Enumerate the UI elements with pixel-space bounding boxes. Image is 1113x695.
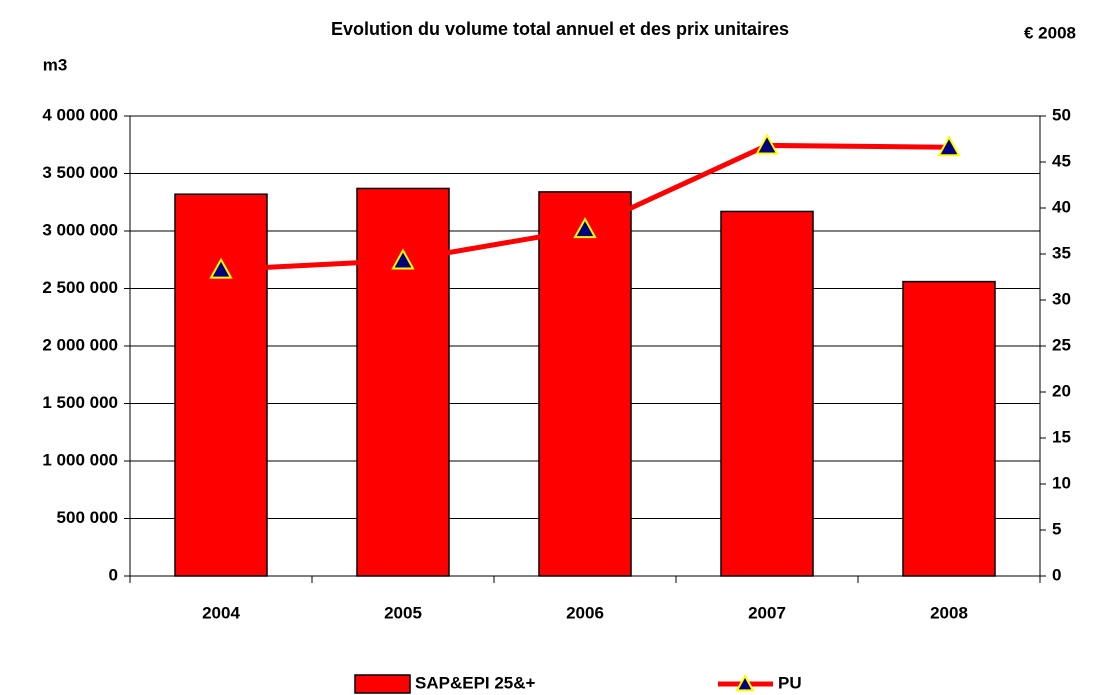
y-tick-label: 500 000 bbox=[57, 508, 118, 527]
y2-tick-label: 0 bbox=[1052, 565, 1061, 584]
marker bbox=[937, 135, 961, 157]
y-tick-label: 2 000 000 bbox=[42, 335, 118, 354]
y-axis-label: m3 bbox=[43, 55, 68, 74]
marker bbox=[209, 257, 233, 279]
legend-swatch bbox=[354, 674, 411, 694]
chart-title: Evolution du volume total annuel et des … bbox=[331, 19, 789, 39]
x-tick-label: 2004 bbox=[202, 603, 240, 622]
marker bbox=[755, 133, 779, 155]
y-tick-label: 1 500 000 bbox=[42, 393, 118, 412]
bar bbox=[538, 191, 632, 577]
y2-tick-label: 10 bbox=[1052, 473, 1071, 492]
x-tick-label: 2005 bbox=[384, 603, 422, 622]
bar bbox=[356, 187, 450, 577]
y2-tick-label: 50 bbox=[1052, 105, 1071, 124]
y-tick-label: 3 000 000 bbox=[42, 220, 118, 239]
y2-tick-label: 5 bbox=[1052, 519, 1061, 538]
marker bbox=[391, 248, 415, 270]
x-tick-label: 2006 bbox=[566, 603, 604, 622]
y-tick-label: 0 bbox=[109, 565, 118, 584]
y2-tick-label: 20 bbox=[1052, 381, 1071, 400]
y2-tick-label: 45 bbox=[1052, 151, 1071, 170]
marker bbox=[573, 217, 597, 239]
y2-tick-label: 40 bbox=[1052, 197, 1071, 216]
bar bbox=[174, 193, 268, 577]
legend-label: PU bbox=[778, 673, 802, 692]
y2-axis-label: € 2008 bbox=[1024, 23, 1076, 42]
y2-tick-label: 35 bbox=[1052, 243, 1071, 262]
legend-marker bbox=[735, 673, 755, 692]
y-tick-label: 3 500 000 bbox=[42, 163, 118, 182]
legend-label: SAP&EPI 25&+ bbox=[415, 673, 536, 692]
y2-tick-label: 30 bbox=[1052, 289, 1071, 308]
y-tick-label: 2 500 000 bbox=[42, 278, 118, 297]
y-tick-label: 1 000 000 bbox=[42, 450, 118, 469]
bar bbox=[720, 210, 814, 577]
y2-tick-label: 15 bbox=[1052, 427, 1071, 446]
x-tick-label: 2007 bbox=[748, 603, 786, 622]
y2-tick-label: 25 bbox=[1052, 335, 1071, 354]
x-tick-label: 2008 bbox=[930, 603, 968, 622]
bar bbox=[902, 280, 996, 577]
y-tick-label: 4 000 000 bbox=[42, 105, 118, 124]
